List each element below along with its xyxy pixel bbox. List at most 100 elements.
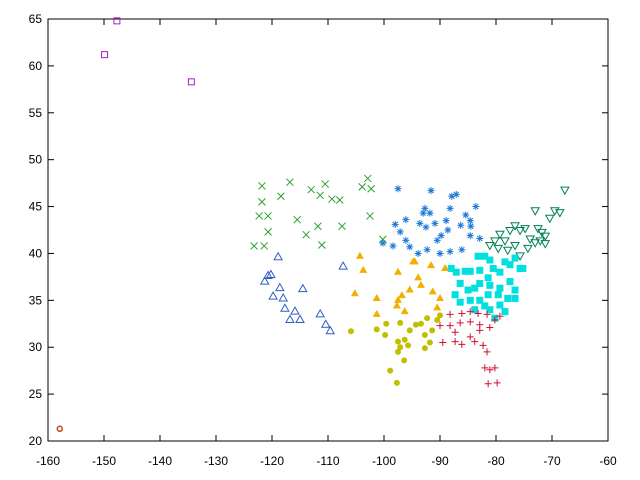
point bbox=[392, 301, 401, 309]
x-tick-label: -160 bbox=[36, 454, 60, 468]
point bbox=[540, 240, 551, 249]
point bbox=[187, 78, 195, 86]
point bbox=[456, 279, 464, 287]
point bbox=[307, 185, 316, 194]
point bbox=[316, 191, 325, 200]
point bbox=[471, 284, 479, 292]
point bbox=[397, 319, 404, 326]
point bbox=[466, 296, 474, 304]
point bbox=[437, 232, 445, 240]
point bbox=[486, 281, 494, 289]
point bbox=[258, 182, 266, 190]
point bbox=[444, 226, 452, 234]
point bbox=[436, 322, 444, 330]
point bbox=[421, 204, 429, 212]
x-tick-label: -100 bbox=[372, 454, 396, 468]
point bbox=[379, 239, 387, 247]
point bbox=[268, 291, 278, 300]
point bbox=[423, 246, 431, 254]
point bbox=[486, 256, 494, 264]
point bbox=[501, 308, 509, 316]
point bbox=[372, 293, 381, 301]
point bbox=[554, 209, 565, 218]
point bbox=[426, 339, 433, 346]
point bbox=[290, 306, 300, 315]
point bbox=[472, 203, 480, 211]
point bbox=[476, 326, 484, 334]
point bbox=[448, 192, 456, 200]
point bbox=[486, 306, 494, 314]
point bbox=[264, 212, 272, 220]
x-tick-label: -130 bbox=[204, 454, 228, 468]
point bbox=[456, 319, 464, 327]
point bbox=[466, 267, 474, 275]
point bbox=[401, 336, 408, 343]
point bbox=[436, 293, 444, 301]
point bbox=[511, 254, 519, 262]
point bbox=[56, 425, 64, 433]
point bbox=[358, 183, 367, 191]
point bbox=[476, 266, 484, 274]
point bbox=[496, 312, 504, 320]
point bbox=[406, 243, 414, 251]
point bbox=[391, 220, 399, 228]
point bbox=[530, 239, 541, 248]
point bbox=[328, 195, 336, 203]
point bbox=[502, 246, 513, 256]
point bbox=[484, 380, 492, 388]
point bbox=[363, 174, 372, 183]
point bbox=[452, 190, 460, 198]
point bbox=[560, 186, 570, 196]
point bbox=[457, 221, 465, 229]
point bbox=[439, 339, 447, 347]
point bbox=[481, 364, 489, 372]
point bbox=[466, 333, 474, 341]
point bbox=[366, 212, 374, 220]
point bbox=[486, 324, 494, 332]
point bbox=[519, 264, 527, 272]
point bbox=[405, 285, 414, 293]
point bbox=[458, 340, 466, 348]
point bbox=[451, 291, 459, 299]
x-tick-label: -90 bbox=[431, 454, 449, 468]
point bbox=[433, 236, 441, 244]
point bbox=[493, 379, 501, 387]
point bbox=[379, 235, 387, 244]
x-tick-label: -80 bbox=[487, 454, 505, 468]
point bbox=[396, 228, 404, 236]
point bbox=[401, 357, 408, 364]
point bbox=[462, 211, 470, 219]
point bbox=[274, 282, 285, 292]
point bbox=[424, 315, 431, 322]
point bbox=[410, 257, 419, 265]
point bbox=[466, 318, 474, 326]
point bbox=[506, 261, 514, 269]
y-tick-label: 60 bbox=[29, 59, 43, 73]
point bbox=[481, 252, 489, 260]
point bbox=[471, 338, 479, 346]
point bbox=[280, 303, 290, 312]
point bbox=[464, 286, 472, 294]
point bbox=[474, 309, 482, 317]
point bbox=[417, 320, 424, 327]
point bbox=[101, 51, 109, 59]
y-tick-label: 35 bbox=[29, 293, 43, 307]
point bbox=[427, 187, 435, 195]
point bbox=[496, 284, 504, 292]
point bbox=[520, 225, 530, 234]
point bbox=[511, 286, 519, 294]
point bbox=[394, 267, 402, 275]
point bbox=[113, 17, 121, 25]
point bbox=[490, 237, 500, 246]
x-tick-label: -60 bbox=[599, 454, 617, 468]
point bbox=[367, 184, 375, 193]
x-tick-label: -110 bbox=[316, 454, 339, 468]
point bbox=[397, 344, 404, 351]
point bbox=[278, 292, 289, 302]
point bbox=[325, 325, 336, 335]
point bbox=[466, 232, 474, 240]
point bbox=[505, 227, 515, 236]
point bbox=[474, 252, 482, 260]
point bbox=[471, 306, 479, 314]
